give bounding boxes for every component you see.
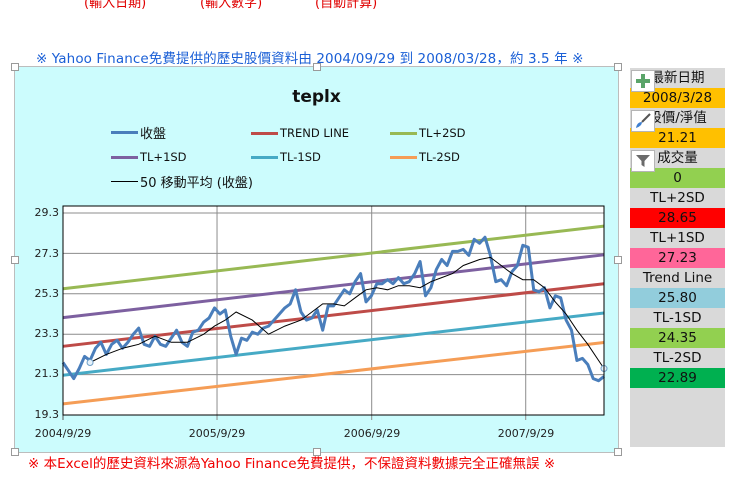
y-tick: 25.3 — [34, 287, 60, 300]
chart-styles-button[interactable] — [631, 110, 655, 132]
resize-handle[interactable] — [614, 448, 622, 456]
y-tick: 29.3 — [34, 206, 60, 219]
panel-cell[interactable]: Trend Line — [630, 268, 725, 288]
paintbrush-icon — [636, 113, 651, 128]
legend-swatch — [251, 131, 278, 135]
panel-cell[interactable]: 0 — [630, 168, 725, 188]
plot-border — [62, 205, 605, 416]
resize-handle[interactable] — [313, 448, 321, 456]
legend-swatch — [251, 155, 278, 159]
legend-moving-average[interactable]: 50 移動平均 (收盤) — [111, 172, 253, 191]
panel-cell[interactable]: TL-2SD — [630, 348, 725, 368]
y-tick: 27.3 — [34, 247, 60, 260]
x-tick: 2006/9/29 — [343, 427, 401, 440]
column-hints: (輸入日期) (輸入數字) (自動計算) — [0, 0, 750, 11]
series-moving-average — [89, 256, 605, 369]
selection-marker — [86, 358, 94, 366]
hint-input-number: (輸入數字) — [200, 0, 263, 11]
panel-cell[interactable]: 21.21 — [630, 128, 725, 148]
x-tick: 2004/9/29 — [34, 427, 92, 440]
resize-handle[interactable] — [11, 448, 19, 456]
plot-background — [63, 206, 604, 415]
legend-tl-plus-1sd[interactable]: TL+1SD — [111, 150, 187, 164]
legend-swatch — [111, 181, 138, 182]
panel-cell[interactable]: TL+2SD — [630, 188, 725, 208]
legend-close[interactable]: 收盤 — [111, 123, 166, 142]
resize-handle[interactable] — [313, 63, 321, 71]
resize-handle[interactable] — [614, 63, 622, 71]
panel-empty-cells — [630, 388, 725, 447]
chart-filters-button[interactable] — [631, 150, 655, 172]
series-tl+2sd — [62, 224, 605, 291]
legend-tl-minus-2sd[interactable]: TL-2SD — [390, 150, 460, 164]
disclaimer-note: ※ 本Excel的歷史資料來源為Yahoo Finance免費提供，不保證資料數… — [28, 456, 556, 472]
y-tick: 23.3 — [34, 327, 60, 340]
panel-cell[interactable]: 27.23 — [630, 248, 725, 268]
chart-object[interactable]: teplx 收盤 TREND LINE TL+2SD TL+1SD TL-1SD… — [11, 63, 622, 456]
panel-cell[interactable]: TL-1SD — [630, 308, 725, 328]
chart-tools — [631, 70, 655, 190]
legend-swatch — [390, 131, 417, 135]
panel-cell[interactable]: 25.80 — [630, 288, 725, 308]
panel-cell[interactable]: 24.35 — [630, 328, 725, 348]
legend-trend-line[interactable]: TREND LINE — [251, 126, 349, 140]
panel-cell[interactable]: TL+1SD — [630, 228, 725, 248]
series-tl+1sd — [62, 253, 605, 320]
panel-cell[interactable]: 28.65 — [630, 208, 725, 228]
data-source-note: ※ Yahoo Finance免費提供的歷史股價資料由 2004/09/29 到… — [36, 51, 584, 67]
series-tl-1sd — [62, 311, 605, 377]
legend-tl-plus-2sd[interactable]: TL+2SD — [390, 126, 466, 140]
panel-cell[interactable]: 2008/3/28 — [630, 88, 725, 108]
legend-swatch — [111, 155, 138, 159]
legend-swatch — [111, 131, 138, 134]
plus-icon — [636, 74, 650, 88]
series-close-price — [61, 235, 605, 383]
resize-handle[interactable] — [614, 256, 622, 264]
x-tick: 2007/9/29 — [497, 427, 555, 440]
plot-area[interactable] — [15, 67, 618, 452]
panel-cell[interactable]: 22.89 — [630, 368, 725, 388]
chart-title[interactable]: teplx — [292, 87, 341, 107]
series-trend-line — [62, 282, 605, 348]
hint-auto-calc: (自動計算) — [315, 0, 378, 11]
y-tick: 19.3 — [34, 408, 60, 421]
legend-swatch — [390, 155, 417, 159]
resize-handle[interactable] — [11, 63, 19, 71]
y-tick: 21.3 — [34, 367, 60, 380]
legend-tl-minus-1sd[interactable]: TL-1SD — [251, 150, 321, 164]
funnel-icon — [636, 155, 650, 167]
series-tl-2sd — [62, 340, 605, 406]
resize-handle[interactable] — [11, 256, 19, 264]
add-chart-element-button[interactable] — [631, 70, 655, 92]
hint-input-date: (輸入日期) — [84, 0, 147, 11]
x-tick: 2005/9/29 — [188, 427, 246, 440]
